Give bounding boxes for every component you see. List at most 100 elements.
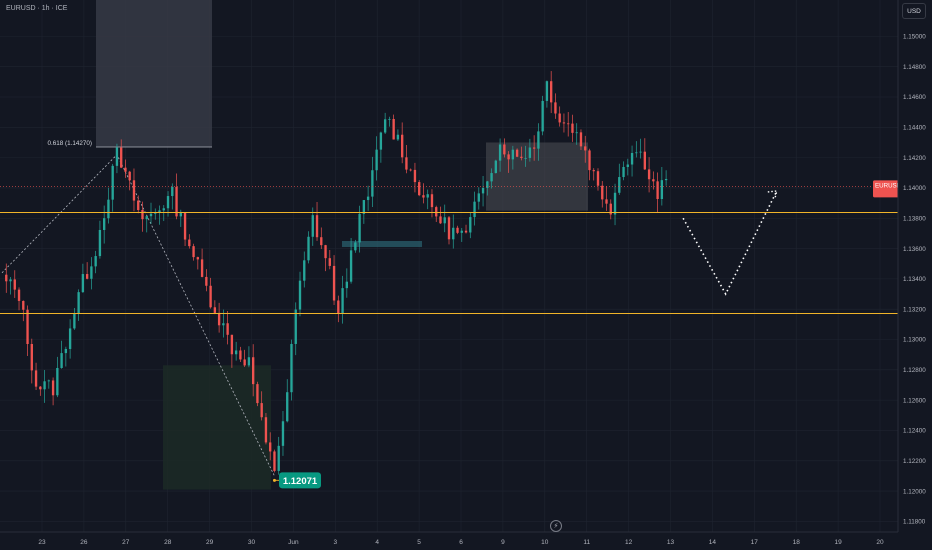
candle-body <box>354 242 357 251</box>
candle-body <box>567 123 570 125</box>
candle-body <box>217 312 221 326</box>
currency-button[interactable]: USD <box>902 3 926 19</box>
time-tick-label: 26 <box>80 539 88 546</box>
candle-body <box>34 370 38 387</box>
chart-drawings <box>1 153 778 482</box>
time-tick-label: 18 <box>793 539 801 546</box>
candle-body <box>537 131 540 149</box>
candle-body <box>358 213 361 243</box>
candle-body <box>575 132 578 134</box>
candle-body <box>388 118 391 120</box>
candle-body <box>158 210 161 213</box>
candle-body <box>554 102 557 114</box>
time-tick-label: 14 <box>709 539 717 546</box>
candle-body <box>541 100 544 132</box>
candle-body <box>294 309 297 344</box>
candle-body <box>422 195 425 198</box>
time-tick-label: 5 <box>417 539 421 546</box>
price-axis[interactable]: 1.15000 1.14800 1.14600 1.14400 1.14200 1.140… <box>897 0 932 550</box>
candle-body <box>213 307 217 313</box>
candle-body <box>171 186 174 197</box>
candle-body <box>366 196 370 201</box>
lightning-icon[interactable]: ⚡ <box>550 520 562 532</box>
chart-boxes: 0.618 (1.14270) <box>48 0 588 490</box>
time-tick-label: 28 <box>164 539 172 546</box>
candle-body <box>609 203 612 215</box>
candle-body <box>332 265 336 301</box>
candle-body <box>209 285 212 308</box>
price-tick-label: 1.12000 <box>903 488 926 495</box>
candle-body <box>243 359 246 366</box>
candle-body <box>179 212 182 217</box>
candle-body <box>81 274 85 293</box>
candle-body <box>303 260 306 281</box>
candle-body <box>273 451 276 471</box>
price-tick-label: 1.14400 <box>903 125 926 132</box>
candle-body <box>524 157 527 159</box>
candle-body <box>264 417 268 443</box>
target-point <box>272 478 276 482</box>
candle-body <box>435 207 438 217</box>
projection-arrowhead <box>767 190 778 200</box>
candle-body <box>102 218 106 230</box>
candle-body <box>362 200 366 214</box>
candle-body <box>162 208 165 211</box>
candle-body <box>656 181 659 199</box>
candle-body <box>413 169 417 183</box>
fib-zone-box <box>96 0 212 148</box>
time-axis[interactable]: 23 26 27 28 29 30 Jun 3 4 5 6 9 10 11 12 13 14 17 18 19 20 <box>0 531 898 546</box>
price-tick-label: 1.12200 <box>903 458 926 465</box>
candle-body <box>137 200 140 211</box>
candle-body <box>145 216 148 220</box>
candle-body <box>64 348 68 354</box>
time-tick-label: 17 <box>751 539 759 546</box>
candle-body <box>498 144 502 161</box>
consolidation-box <box>486 142 588 211</box>
target-price-tag <box>279 472 321 489</box>
price-tick-label: 1.12800 <box>903 367 926 374</box>
price-tick-label: 1.13200 <box>903 306 926 313</box>
time-tick-label: 23 <box>38 539 46 546</box>
price-tick-label: 1.13000 <box>903 337 926 344</box>
candle-body <box>260 403 263 418</box>
candle-body <box>409 169 412 171</box>
candle-body <box>528 147 532 158</box>
candle-body <box>9 279 12 282</box>
candle-body <box>166 196 170 209</box>
candle-body <box>222 323 225 326</box>
candle-body <box>5 274 8 282</box>
candle-body <box>77 292 80 314</box>
candle-body <box>494 160 498 174</box>
candle-body <box>196 257 200 260</box>
target-price-value: 1.12071 <box>283 476 318 487</box>
candle-body <box>379 132 383 150</box>
demand-zone-box <box>342 240 422 247</box>
time-tick-label: 11 <box>583 539 590 546</box>
candle-body <box>251 357 255 385</box>
candle-body <box>588 150 591 171</box>
candle-body <box>439 216 442 224</box>
candle-body <box>132 180 136 201</box>
candle-body <box>51 380 55 396</box>
candle-body <box>286 392 289 422</box>
candle-body <box>639 151 642 153</box>
candle-body <box>520 156 523 159</box>
candle-body <box>477 193 480 202</box>
candle-body <box>579 132 583 147</box>
candle-body <box>149 213 153 217</box>
candle-body <box>635 152 638 154</box>
candle-body <box>456 227 459 233</box>
candle-body <box>532 147 536 149</box>
candle-body <box>90 266 93 279</box>
candle-body <box>571 123 574 133</box>
candle-body <box>324 245 327 259</box>
candle-body <box>443 217 446 224</box>
time-tick-label: 4 <box>375 539 379 546</box>
candle-body <box>192 246 195 258</box>
candle-body <box>328 258 331 266</box>
candle-body <box>660 180 664 199</box>
candle-body <box>584 146 587 151</box>
candle-body <box>298 280 302 310</box>
candle-body <box>405 157 408 170</box>
